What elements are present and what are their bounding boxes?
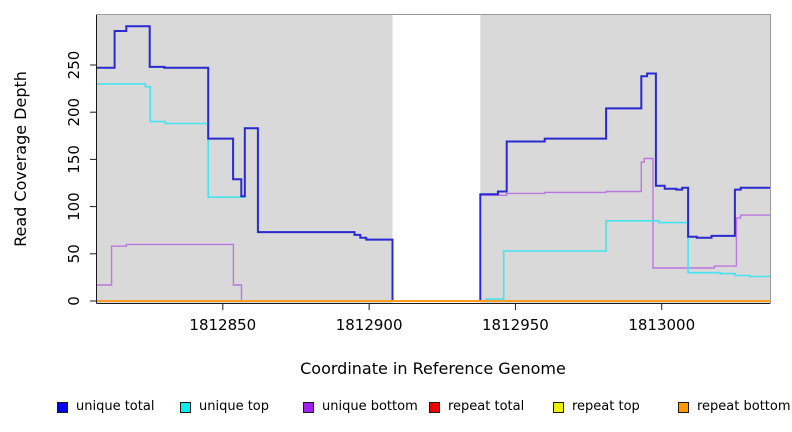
legend-label: unique total	[76, 399, 155, 414]
x-axis-title: Coordinate in Reference Genome	[300, 359, 566, 378]
legend-label: repeat top	[572, 399, 640, 414]
x-tick-label: 1812900	[336, 316, 403, 334]
plot-series	[97, 25, 770, 302]
legend-item-unique-bottom: unique bottom	[303, 400, 418, 414]
y-tick-label: 100	[65, 192, 83, 221]
legend-item-repeat-bottom: repeat bottom	[678, 400, 791, 414]
legend-item-repeat-top: repeat top	[553, 400, 640, 414]
legend-label: unique bottom	[322, 399, 418, 414]
y-tick-label: 200	[65, 98, 83, 127]
y-tick-label: 50	[65, 244, 83, 263]
legend-label: unique top	[199, 399, 270, 414]
legend-label: repeat total	[448, 399, 525, 414]
coverage-gap-region	[392, 15, 481, 303]
series-unique-bottom	[97, 157, 770, 302]
legend-item-unique-top: unique top	[180, 400, 269, 414]
y-tick-label: 0	[65, 296, 83, 306]
legend-item-unique-total: unique total	[57, 400, 154, 414]
x-tick-label: 1812950	[482, 316, 549, 334]
legend-swatch-unique-total	[57, 401, 68, 413]
legend-swatch-repeat-top	[553, 401, 564, 413]
y-axis-title: Read Coverage Depth	[11, 71, 30, 247]
y-tick-label: 250	[65, 51, 83, 80]
legend-swatch-unique-top	[180, 401, 191, 413]
legend-item-repeat-total: repeat total	[429, 400, 524, 414]
x-tick-label: 1813000	[628, 316, 695, 334]
legend-label: repeat bottom	[697, 399, 791, 414]
series-unique-total	[97, 25, 770, 302]
plot-axes: 1812850 1812900 1812950 1813000 0 50 100 150 200…	[65, 15, 770, 334]
x-tick-label: 1812850	[189, 316, 256, 334]
legend-swatch-repeat-total	[429, 401, 440, 413]
legend-swatch-unique-bottom	[303, 401, 314, 413]
plot-background	[97, 15, 770, 303]
y-tick-label: 150	[65, 145, 83, 174]
legend-swatch-repeat-bottom	[678, 401, 689, 413]
